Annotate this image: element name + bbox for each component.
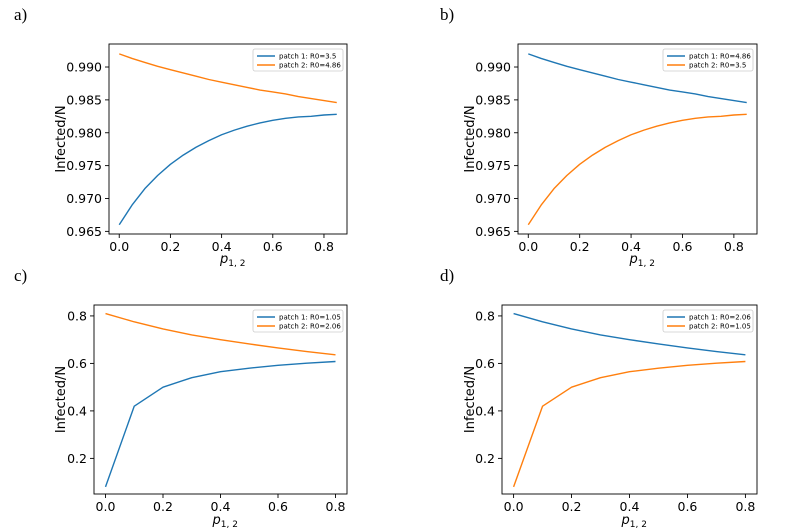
y-axis-label: Infected/N bbox=[463, 105, 478, 172]
x-axis-label-main: p bbox=[219, 252, 228, 267]
y-tick-label: 0.965 bbox=[66, 224, 102, 239]
y-tick-label: 0.970 bbox=[475, 191, 511, 206]
legend-entry-1: patch 1: R0=2.06 bbox=[689, 314, 751, 322]
axes-frame bbox=[108, 43, 348, 235]
series-line-2 bbox=[512, 360, 746, 488]
y-tick-label: 0.6 bbox=[475, 356, 495, 371]
x-tick-label: 0.6 bbox=[678, 499, 698, 514]
panel-b: b) 0.0 0.2 0.4 0.6 0.8 0.965 0.970 0.975 0.980 0.9… bbox=[440, 5, 758, 269]
y-tick-label: 0.8 bbox=[475, 308, 495, 323]
y-tick-label: 0.4 bbox=[475, 403, 495, 418]
x-tick-label: 0.0 bbox=[109, 239, 129, 254]
x-tick-label: 0.4 bbox=[211, 499, 231, 514]
axes-frame bbox=[93, 304, 348, 495]
legend-entry-2: patch 2: R0=2.06 bbox=[279, 323, 341, 331]
x-axis-label: p1, 2 bbox=[629, 252, 655, 269]
legend-entry-1: patch 1: R0=3.5 bbox=[279, 53, 336, 61]
x-tick-label: 0.8 bbox=[314, 239, 334, 254]
series-line-1 bbox=[513, 312, 746, 356]
y-tick-label: 0.965 bbox=[475, 224, 511, 239]
panel-a: a) 0.0 0.2 0.4 0.6 0.8 0.965 0.970 0.975 0.980 0.9… bbox=[14, 5, 348, 269]
y-axis-label: Infected/N bbox=[463, 366, 478, 433]
x-tick-label: 0.6 bbox=[268, 499, 288, 514]
panel-c: c) 0.0 0.2 0.4 0.6 0.8 0.2 0.4 0.6 0.8 Infected/N p… bbox=[14, 266, 348, 530]
y-tick-label: 0.985 bbox=[475, 92, 511, 107]
x-tick-label: 0.8 bbox=[326, 499, 346, 514]
x-tick-label: 0.4 bbox=[212, 239, 232, 254]
x-tick-label: 0.6 bbox=[673, 239, 693, 254]
legend-entry-2: patch 2: R0=3.5 bbox=[689, 62, 746, 70]
x-tick-label: 0.2 bbox=[562, 499, 582, 514]
y-tick-label: 0.985 bbox=[66, 92, 102, 107]
y-axis-label: Infected/N bbox=[54, 105, 69, 172]
legend-entry-2: patch 2: R0=4.86 bbox=[279, 62, 341, 70]
panel-letter: a) bbox=[14, 5, 27, 24]
y-tick-label: 0.990 bbox=[475, 60, 511, 75]
y-tick-label: 0.975 bbox=[475, 158, 511, 173]
series-line-2 bbox=[105, 312, 336, 356]
legend-box bbox=[662, 48, 754, 72]
y-axis-label: Infected/N bbox=[54, 366, 69, 433]
legend-entry-1: patch 1: R0=1.05 bbox=[279, 314, 341, 322]
x-tick-label: 0.2 bbox=[160, 239, 180, 254]
y-tick-label: 0.4 bbox=[67, 403, 87, 418]
x-tick-label: 0.4 bbox=[621, 239, 641, 254]
axes-frame bbox=[501, 304, 758, 495]
x-tick-label: 0.2 bbox=[570, 239, 590, 254]
legend-entry-1: patch 1: R0=4.86 bbox=[689, 53, 751, 61]
y-tick-label: 0.990 bbox=[66, 60, 102, 75]
x-axis-label: p1, 2 bbox=[621, 513, 647, 530]
x-axis-label-main: p bbox=[629, 252, 638, 267]
x-tick-label: 0.2 bbox=[153, 499, 173, 514]
series-line-2 bbox=[119, 53, 337, 104]
series-line-1 bbox=[118, 113, 337, 226]
y-tick-label: 0.2 bbox=[475, 451, 495, 466]
x-axis-label-subscript: 1, 2 bbox=[228, 259, 245, 269]
panel-d: d) 0.0 0.2 0.4 0.6 0.8 0.2 0.4 0.6 0.8 Infected/N p… bbox=[440, 266, 758, 530]
x-tick-label: 0.4 bbox=[620, 499, 640, 514]
y-tick-label: 0.6 bbox=[67, 356, 87, 371]
x-tick-label: 0.0 bbox=[504, 499, 524, 514]
x-tick-label: 0.6 bbox=[263, 239, 283, 254]
x-tick-label: 0.0 bbox=[518, 239, 538, 254]
legend-box bbox=[252, 309, 344, 333]
series-line-1 bbox=[104, 360, 336, 488]
y-tick-label: 0.2 bbox=[67, 451, 87, 466]
y-tick-label: 0.970 bbox=[66, 191, 102, 206]
panel-letter: d) bbox=[440, 266, 454, 285]
x-axis-label-subscript: 1, 2 bbox=[630, 520, 647, 530]
x-axis-label-subscript: 1, 2 bbox=[638, 259, 655, 269]
x-axis-label: p1, 2 bbox=[219, 252, 245, 269]
y-tick-label: 0.980 bbox=[475, 125, 511, 140]
x-axis-label-main: p bbox=[212, 513, 221, 528]
y-tick-label: 0.975 bbox=[66, 158, 102, 173]
x-tick-label: 0.0 bbox=[96, 499, 116, 514]
x-tick-label: 0.8 bbox=[735, 499, 755, 514]
x-axis-label-subscript: 1, 2 bbox=[221, 520, 238, 530]
y-tick-label: 0.8 bbox=[67, 308, 87, 323]
series-line-2 bbox=[527, 113, 747, 226]
panel-letter: b) bbox=[440, 5, 454, 24]
legend-box bbox=[662, 309, 754, 333]
panel-letter: c) bbox=[14, 266, 27, 285]
series-line-1 bbox=[528, 53, 747, 104]
legend-box bbox=[252, 48, 344, 72]
x-axis-label: p1, 2 bbox=[212, 513, 238, 530]
axes-frame bbox=[517, 43, 758, 235]
x-axis-label-main: p bbox=[621, 513, 630, 528]
y-tick-label: 0.980 bbox=[66, 125, 102, 140]
x-tick-label: 0.8 bbox=[724, 239, 744, 254]
legend-entry-2: patch 2: R0=1.05 bbox=[689, 323, 751, 331]
